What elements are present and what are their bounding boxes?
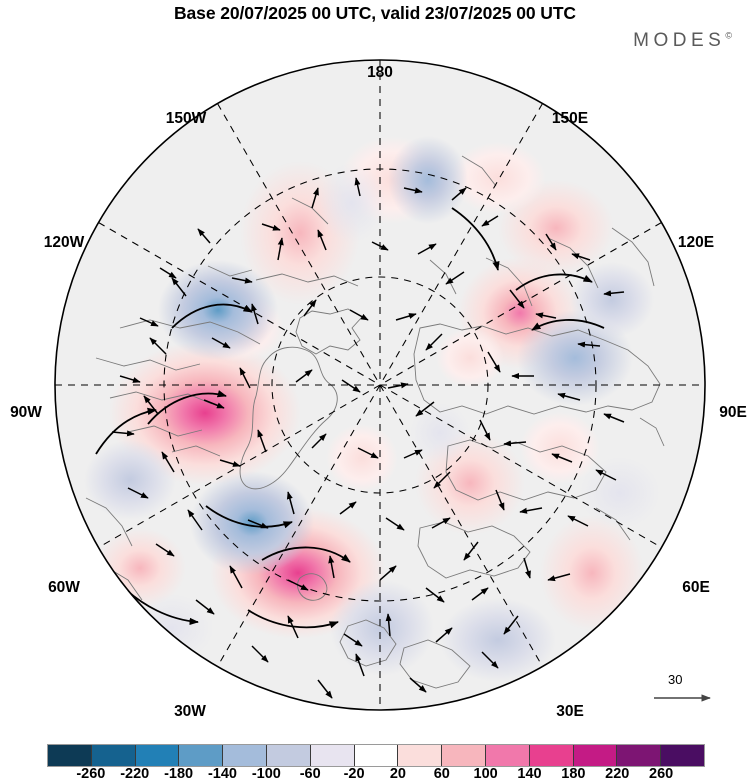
colorbar-tick-label: 100	[473, 766, 498, 782]
colorbar-cell	[573, 745, 618, 766]
graticule	[55, 60, 705, 710]
lon-label-120e: 120E	[677, 234, 715, 251]
lon-label-90w: 90W	[10, 404, 42, 421]
colorbar-cell	[529, 745, 574, 766]
lon-label-60w: 60W	[48, 579, 80, 596]
colorbar-tick-label: 60	[433, 766, 450, 782]
reference-vector-arrow	[654, 694, 711, 702]
colorbar-tick-label: -140	[207, 766, 237, 782]
lon-label-150w: 150W	[165, 110, 207, 127]
wind-vectors-strong	[95, 207, 605, 629]
colorbar-tick-label: -260	[76, 766, 106, 782]
colorbar-tick-label: 260	[649, 766, 674, 782]
lon-label-60e: 60E	[682, 579, 710, 596]
reference-vector-label: 30	[668, 672, 683, 687]
colorbar-cell	[398, 745, 443, 766]
colorbar-cell	[310, 745, 355, 766]
colorbar-tick-label: -220	[120, 766, 150, 782]
colorbar-cell	[223, 745, 267, 766]
colorbar-cell	[91, 745, 136, 766]
colorbar-tick-label: 220	[605, 766, 630, 782]
colorbar-cell	[485, 745, 530, 766]
lon-label-30w: 30W	[174, 703, 206, 720]
colorbar-cell	[354, 745, 399, 766]
colorbar-tick-label: 140	[517, 766, 542, 782]
map-outline	[54, 59, 706, 711]
reference-vector: 30	[648, 672, 744, 708]
colorbar-tick-label: -100	[251, 766, 281, 782]
copyright-mark: ©	[725, 30, 732, 41]
polar-map-svg	[54, 59, 706, 711]
colorbar-tick-label: -60	[299, 766, 321, 782]
colorbar-cell	[442, 745, 486, 766]
colorbar-cell	[266, 745, 311, 766]
figure-title: Base 20/07/2025 00 UTC, valid 23/07/2025…	[174, 3, 576, 23]
lon-label-90e: 90E	[719, 404, 747, 421]
wind-vectors	[111, 177, 625, 699]
lon-label-120w: 120W	[43, 234, 85, 251]
lon-label-150e: 150E	[551, 110, 589, 127]
colorbar-cell	[48, 745, 92, 766]
colorbar-cell	[135, 745, 180, 766]
colorbar-tick-label: -20	[343, 766, 365, 782]
modes-logo-text: MODES	[633, 30, 726, 51]
lon-label-30e: 30E	[556, 703, 584, 720]
colorbar-cell	[661, 745, 704, 766]
colorbar-tick-label: 180	[561, 766, 586, 782]
colorbar-cell	[179, 745, 224, 766]
polar-map: 180 150W 120W 90W 60W 30W 0 30E 60E 90E …	[0, 28, 750, 762]
colorbar	[47, 744, 705, 767]
colorbar-tick-label: -180	[164, 766, 194, 782]
colorbar-cell	[617, 745, 662, 766]
modes-logo: MODES©	[633, 30, 732, 52]
colorbar-tick-label: 20	[389, 766, 406, 782]
colorbar-ticks: -260 -220 -180 -140 -100 -60 -20 20 60 100 140 180 2…	[47, 766, 705, 784]
lon-label-180: 180	[367, 64, 393, 81]
